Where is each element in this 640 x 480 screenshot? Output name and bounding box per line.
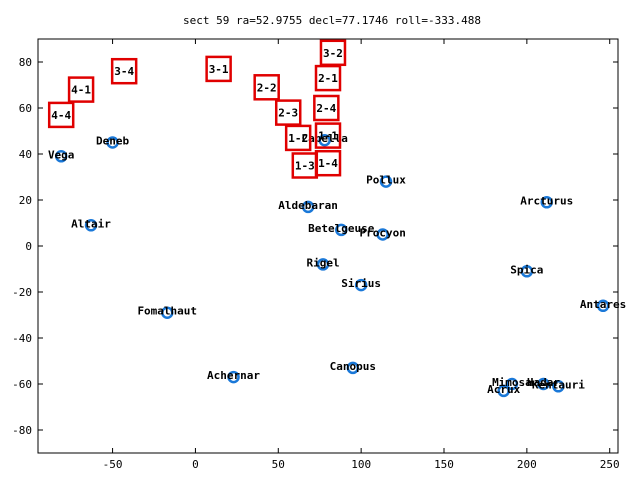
- star-label: Sirius: [341, 277, 381, 290]
- sector-label: 4-1: [71, 84, 91, 97]
- star-label: Capella: [302, 132, 348, 145]
- star-label: Acrux: [487, 383, 520, 396]
- x-tick-label: 150: [434, 458, 454, 471]
- star-label: Pollux: [366, 174, 406, 187]
- star-marker: [376, 228, 389, 241]
- star-marker: [301, 200, 315, 214]
- y-tick-label: 20: [19, 194, 32, 207]
- y-tick-label: -40: [12, 332, 32, 345]
- star-label: Betelgeuse: [308, 222, 375, 235]
- sector-box: [67, 76, 95, 103]
- sector-box: [284, 124, 312, 152]
- star-label: Mimosa: [492, 376, 532, 389]
- sector-box: [314, 122, 342, 149]
- star-label: Vega: [48, 148, 75, 161]
- sector-box: [110, 57, 138, 85]
- star-label: Spica: [510, 263, 543, 276]
- chart-title: sect 59 ra=52.9755 decl=77.1746 roll=-33…: [183, 14, 481, 27]
- sector-label: 3-2: [323, 47, 343, 60]
- star-label: Achernar: [207, 369, 260, 382]
- sector-label: 3-4: [114, 65, 134, 78]
- sector-label: 1-3: [295, 160, 315, 173]
- x-tick-label: 250: [600, 458, 620, 471]
- star-marker: [161, 306, 174, 319]
- star-marker: [596, 299, 610, 313]
- x-tick-label: -50: [103, 458, 123, 471]
- y-tick-label: 40: [19, 148, 32, 161]
- x-tick-label: 0: [192, 458, 199, 471]
- star-marker: [497, 384, 510, 398]
- sector-box: [47, 101, 75, 129]
- star-label: Rigel: [306, 256, 339, 269]
- y-tick-label: 60: [19, 102, 32, 115]
- star-label: Antares: [580, 298, 626, 311]
- star-marker: [537, 377, 550, 391]
- sector-box: [319, 39, 347, 67]
- sector-label: 2-1: [318, 72, 338, 85]
- star-label: Altair: [71, 217, 111, 230]
- sector-label: 2-3: [278, 107, 298, 120]
- sector-box: [313, 94, 340, 122]
- star-marker: [106, 136, 119, 149]
- sector-label: 1-1: [318, 130, 338, 143]
- star-label: Canopus: [330, 360, 376, 373]
- sector-label: 1-4: [318, 157, 338, 170]
- sector-box: [291, 152, 319, 179]
- sector-label: 3-1: [209, 63, 229, 76]
- sector-label: 2-2: [257, 81, 277, 94]
- star-label: Deneb: [96, 135, 129, 148]
- star-marker: [505, 377, 519, 391]
- star-label: Fomalhaut: [137, 305, 197, 318]
- y-tick-label: 0: [25, 240, 32, 253]
- star-label: Aldebaran: [278, 199, 338, 212]
- star-marker: [84, 219, 98, 232]
- sector-box: [205, 55, 232, 83]
- sector-label: 2-4: [316, 102, 336, 115]
- star-marker: [318, 133, 331, 147]
- x-tick-label: 50: [272, 458, 285, 471]
- y-tick-label: 80: [19, 56, 32, 69]
- star-marker: [520, 265, 534, 278]
- y-tick-label: -80: [12, 424, 32, 437]
- x-tick-label: 100: [351, 458, 371, 471]
- sector-label: 1-2: [288, 132, 308, 145]
- sector-label: 4-4: [51, 109, 71, 122]
- star-label: Hadar: [527, 376, 560, 389]
- star-label: Kentauri: [532, 378, 585, 391]
- y-tick-label: -60: [12, 378, 32, 391]
- star-marker: [54, 150, 68, 163]
- sector-box: [253, 74, 280, 101]
- x-tick-label: 200: [517, 458, 537, 471]
- star-marker: [552, 380, 565, 393]
- star-marker: [354, 278, 368, 292]
- sector-box: [274, 99, 302, 126]
- star-marker: [346, 361, 360, 375]
- axes: -50 0 50 100 150 200 250 -80 -60 -40 -20 0 20 40 60 80: [12, 38, 620, 471]
- star-label: Arcturus: [520, 194, 573, 207]
- star-label: Procyon: [360, 227, 406, 240]
- plot-area: Vega Deneb Altair Fomalhaut Achernar Capella P…: [47, 39, 626, 398]
- star-marker: [540, 196, 553, 209]
- star-marker: [335, 223, 348, 237]
- star-marker: [227, 370, 240, 384]
- y-tick-label: -20: [12, 286, 32, 299]
- star-marker: [379, 175, 393, 188]
- sector-box: [314, 64, 342, 92]
- star-marker: [316, 258, 330, 271]
